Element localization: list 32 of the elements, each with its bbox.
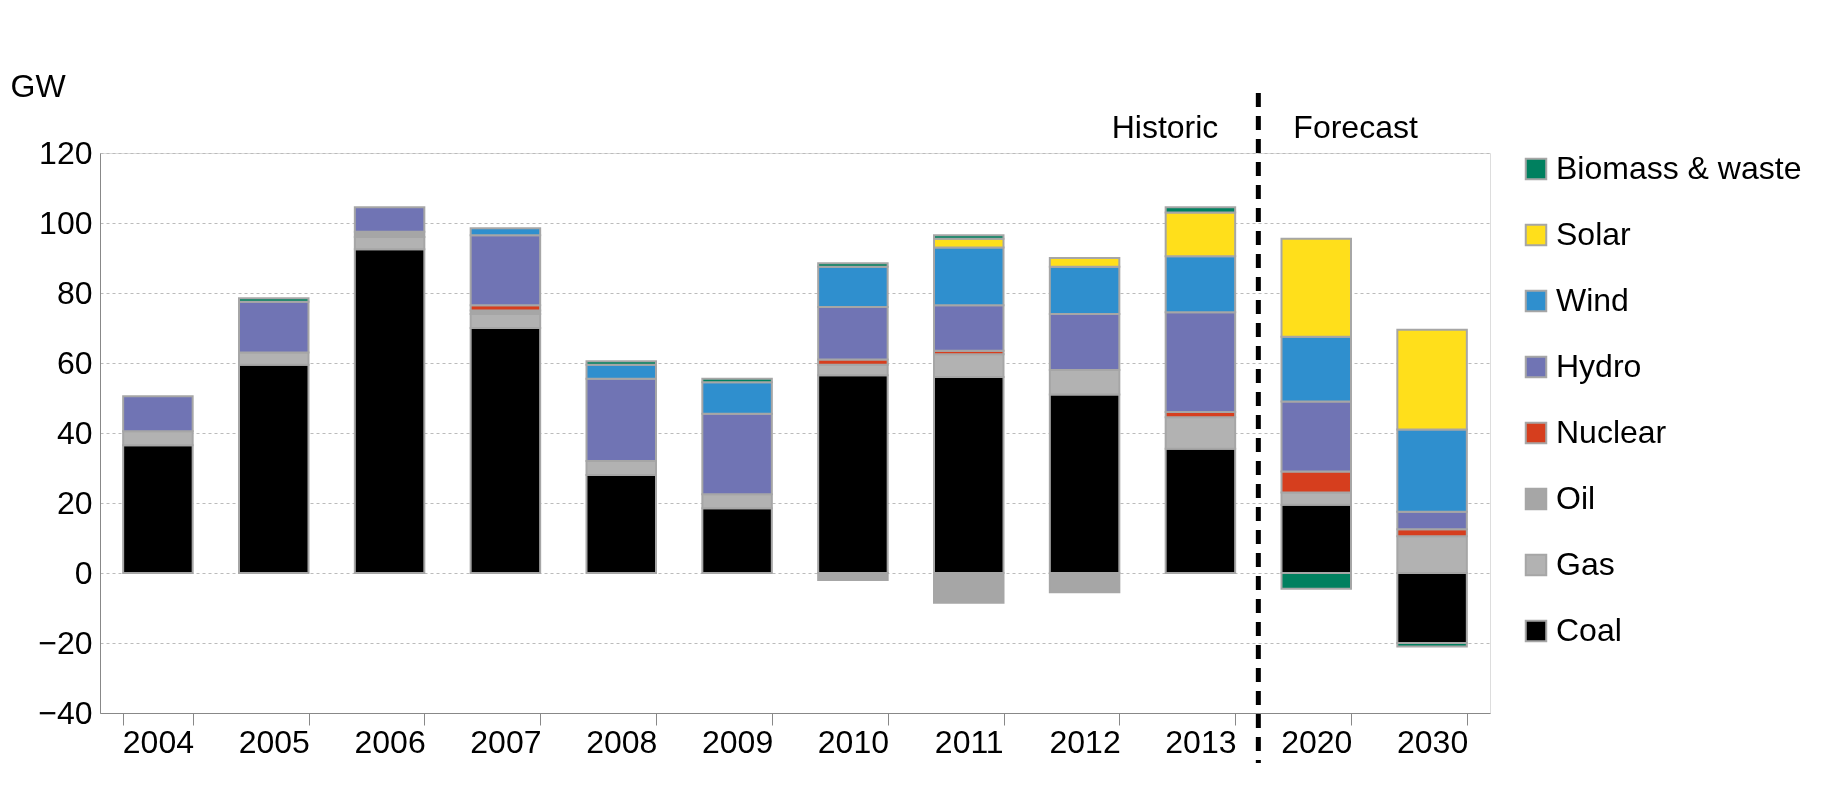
- y-tick-label: −40: [38, 694, 93, 731]
- x-tick-label: 2013: [1165, 723, 1237, 760]
- y-tick-label: 120: [39, 134, 93, 171]
- x-tick-label: 2030: [1396, 723, 1469, 760]
- legend-label: Oil: [1556, 480, 1596, 516]
- x-tick-label: 2011: [934, 723, 1004, 760]
- y-tick-label: −20: [38, 624, 93, 661]
- x-tick-label: 2005: [238, 723, 310, 760]
- y-axis-title: GW: [10, 67, 67, 104]
- text: Forecast: [1293, 109, 1418, 145]
- x-tick-label: 2008: [586, 723, 658, 760]
- y-tick-label: 0: [74, 554, 93, 591]
- text: Historic: [1111, 109, 1219, 145]
- legend-label: Wind: [1556, 282, 1629, 318]
- legend-label: Nuclear: [1556, 414, 1667, 450]
- y-tick-label: 40: [56, 414, 93, 451]
- y-tick-label: 20: [56, 484, 93, 521]
- x-tick-label: 2007: [470, 723, 542, 760]
- x-tick-label: 2020: [1281, 723, 1353, 760]
- legend-label: Coal: [1556, 612, 1622, 648]
- legend-label: Solar: [1556, 216, 1632, 252]
- y-tick-label: 60: [56, 344, 93, 381]
- x-tick-label: 2010: [817, 723, 890, 760]
- legend-label: Hydro: [1556, 348, 1642, 384]
- y-tick-label: 80: [56, 274, 93, 311]
- x-tick-label: 2006: [354, 723, 426, 760]
- y-tick-label: 100: [39, 204, 93, 241]
- x-tick-label: 2009: [701, 723, 774, 760]
- legend-label: Gas: [1556, 546, 1615, 582]
- x-tick-label: 2012: [1049, 723, 1121, 760]
- x-tick-label: 2004: [122, 723, 195, 760]
- legend-label: Biomass & waste: [1556, 150, 1802, 186]
